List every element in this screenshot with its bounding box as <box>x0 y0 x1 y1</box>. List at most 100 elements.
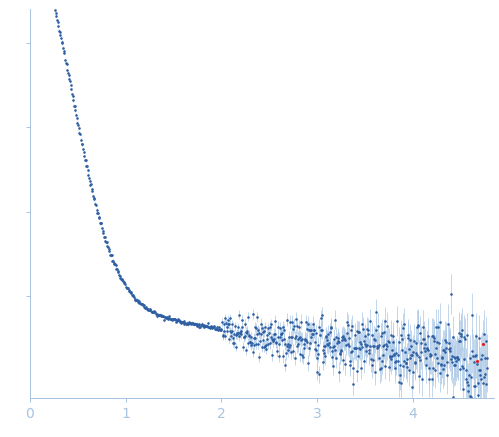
Point <box>125 287 133 294</box>
Point <box>482 338 490 345</box>
Point <box>49 2 57 9</box>
Point <box>370 343 378 350</box>
Point <box>402 360 410 367</box>
Point <box>328 347 336 354</box>
Point <box>433 355 441 362</box>
Point <box>239 343 247 350</box>
Point <box>468 312 476 319</box>
Point <box>329 344 337 351</box>
Point <box>332 334 340 341</box>
Point <box>426 352 434 359</box>
Point <box>329 362 337 369</box>
Point <box>56 29 64 36</box>
Point <box>114 267 122 274</box>
Point <box>412 340 420 347</box>
Point <box>451 353 459 360</box>
Point <box>423 344 431 351</box>
Point <box>394 357 402 364</box>
Point <box>270 335 278 342</box>
Point <box>182 320 190 327</box>
Point <box>125 286 133 293</box>
Point <box>452 355 460 362</box>
Point <box>142 305 150 312</box>
Point <box>416 356 424 363</box>
Point <box>469 353 477 360</box>
Point <box>200 322 208 329</box>
Point <box>271 331 279 338</box>
Point <box>291 316 299 323</box>
Point <box>438 354 446 361</box>
Point <box>424 347 432 354</box>
Point <box>166 315 174 322</box>
Point <box>335 369 343 376</box>
Point <box>185 319 193 326</box>
Point <box>381 317 389 324</box>
Point <box>379 342 387 349</box>
Point <box>66 78 74 85</box>
Point <box>178 319 186 326</box>
Point <box>395 338 403 345</box>
Point <box>222 319 230 326</box>
Point <box>241 320 249 327</box>
Point <box>414 322 422 329</box>
Point <box>251 335 259 342</box>
Point <box>107 252 115 259</box>
Point <box>354 353 362 360</box>
Point <box>265 340 273 347</box>
Point <box>352 344 360 351</box>
Point <box>153 313 161 320</box>
Point <box>298 336 306 343</box>
Point <box>410 337 418 344</box>
Point <box>333 339 341 346</box>
Point <box>281 361 289 368</box>
Point <box>240 333 248 340</box>
Point <box>116 273 124 280</box>
Point <box>348 347 356 354</box>
Point <box>140 302 148 309</box>
Point <box>151 308 159 315</box>
Point <box>405 367 413 374</box>
Point <box>411 358 419 365</box>
Point <box>413 323 421 330</box>
Point <box>307 333 315 340</box>
Point <box>383 342 391 349</box>
Point <box>382 346 390 353</box>
Point <box>74 121 82 128</box>
Point <box>331 346 339 353</box>
Point <box>54 23 62 30</box>
Point <box>92 201 100 208</box>
Point <box>369 356 377 363</box>
Point <box>452 357 460 364</box>
Point <box>435 359 443 366</box>
Point <box>147 307 155 314</box>
Point <box>172 318 180 325</box>
Point <box>75 129 83 136</box>
Point <box>169 316 177 323</box>
Point <box>54 19 62 26</box>
Point <box>63 66 71 73</box>
Point <box>246 338 254 345</box>
Point <box>290 334 298 341</box>
Point <box>307 327 315 334</box>
Point <box>432 324 440 331</box>
Point <box>361 341 369 348</box>
Point <box>325 343 333 350</box>
Point <box>454 355 462 362</box>
Point <box>464 381 472 388</box>
Point <box>280 327 288 334</box>
Point <box>60 49 68 56</box>
Point <box>129 292 137 299</box>
Point <box>114 269 122 276</box>
Point <box>481 355 489 362</box>
Point <box>109 257 117 264</box>
Point <box>213 325 221 332</box>
Point <box>314 350 322 357</box>
Point <box>325 339 333 346</box>
Point <box>399 362 407 369</box>
Point <box>376 366 384 373</box>
Point <box>67 82 75 89</box>
Point <box>60 47 68 54</box>
Point <box>368 362 376 369</box>
Point <box>275 333 283 340</box>
Point <box>345 343 353 350</box>
